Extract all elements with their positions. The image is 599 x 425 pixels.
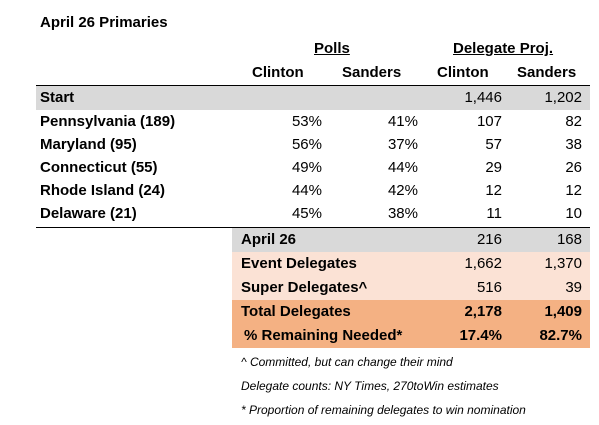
summary-clinton: 1,662 xyxy=(464,255,502,272)
state-name: Maryland (95) xyxy=(40,136,137,153)
summary-label: Event Delegates xyxy=(241,255,357,272)
sanders-poll: 38% xyxy=(387,205,418,222)
summary-sanders: 1,370 xyxy=(544,255,582,272)
table-row: Maryland (95) 56% 37% 57 38 xyxy=(36,133,590,157)
sanders-poll: 41% xyxy=(387,113,418,130)
start-row: Start 1,446 1,202 xyxy=(36,86,590,110)
clinton-delegates: 57 xyxy=(485,136,502,153)
sanders-poll: 37% xyxy=(387,136,418,153)
sanders-delegates: 82 xyxy=(565,113,582,130)
sanders-delegates: 26 xyxy=(565,159,582,176)
summary-row-total-delegates: Total Delegates 2,178 1,409 xyxy=(232,300,590,324)
sanders-delegates: 38 xyxy=(565,136,582,153)
start-clinton-delegates: 1,446 xyxy=(464,89,502,106)
summary-row-remaining-needed: % Remaining Needed* 17.4% 82.7% xyxy=(232,324,590,348)
polls-clinton-header: Clinton xyxy=(252,64,304,81)
start-sanders-delegates: 1,202 xyxy=(544,89,582,106)
footnote-source: Delegate counts: NY Times, 270toWin esti… xyxy=(241,379,499,393)
state-name: Delaware (21) xyxy=(40,205,137,222)
table-bottom-rule xyxy=(36,227,590,228)
summary-clinton: 17.4% xyxy=(459,327,502,344)
summary-row-super-delegates: Super Delegates^ 516 39 xyxy=(232,276,590,300)
sanders-poll: 42% xyxy=(387,182,418,199)
summary-label: Total Delegates xyxy=(241,303,351,320)
table-row: Delaware (21) 45% 38% 11 10 xyxy=(36,202,590,226)
table-row: Connecticut (55) 49% 44% 29 26 xyxy=(36,156,590,180)
state-name: Rhode Island (24) xyxy=(40,182,166,199)
polls-sanders-header: Sanders xyxy=(342,64,402,81)
summary-label: Super Delegates^ xyxy=(241,279,368,296)
sanders-delegates: 12 xyxy=(565,182,582,199)
state-name: Pennsylvania (189) xyxy=(40,113,176,130)
table-row: Pennsylvania (189) 53% 41% 107 82 xyxy=(36,110,590,134)
state-name: Connecticut (55) xyxy=(40,159,158,176)
polls-group-header: Polls xyxy=(314,40,350,57)
summary-label: April 26 xyxy=(241,231,297,248)
summary-clinton: 216 xyxy=(476,231,502,248)
summary-label: % Remaining Needed* xyxy=(244,327,403,344)
summary-clinton: 2,178 xyxy=(464,303,502,320)
clinton-delegates: 107 xyxy=(476,113,502,130)
clinton-poll: 56% xyxy=(291,136,322,153)
summary-row-event-delegates: Event Delegates 1,662 1,370 xyxy=(232,252,590,276)
clinton-poll: 49% xyxy=(291,159,322,176)
footnote-committed: ^ Committed, but can change their mind xyxy=(241,355,453,369)
clinton-poll: 44% xyxy=(291,182,322,199)
summary-sanders: 39 xyxy=(565,279,582,296)
start-label: Start xyxy=(40,89,75,106)
footnote-proportion: * Proportion of remaining delegates to w… xyxy=(241,403,526,417)
clinton-delegates: 29 xyxy=(485,159,502,176)
clinton-poll: 53% xyxy=(291,113,322,130)
sanders-poll: 44% xyxy=(387,159,418,176)
summary-row-april26: April 26 216 168 xyxy=(232,228,590,252)
clinton-delegates: 12 xyxy=(485,182,502,199)
summary-clinton: 516 xyxy=(476,279,502,296)
delegates-clinton-header: Clinton xyxy=(437,64,489,81)
table-title: April 26 Primaries xyxy=(40,14,168,31)
delegates-group-header: Delegate Proj. xyxy=(453,40,554,57)
sanders-delegates: 10 xyxy=(565,205,582,222)
summary-sanders: 168 xyxy=(556,231,582,248)
clinton-delegates: 11 xyxy=(486,205,502,222)
clinton-poll: 45% xyxy=(291,205,322,222)
delegates-sanders-header: Sanders xyxy=(517,64,577,81)
summary-sanders: 82.7% xyxy=(539,327,582,344)
table-row: Rhode Island (24) 44% 42% 12 12 xyxy=(36,179,590,203)
summary-sanders: 1,409 xyxy=(544,303,582,320)
header-rule xyxy=(36,85,590,86)
